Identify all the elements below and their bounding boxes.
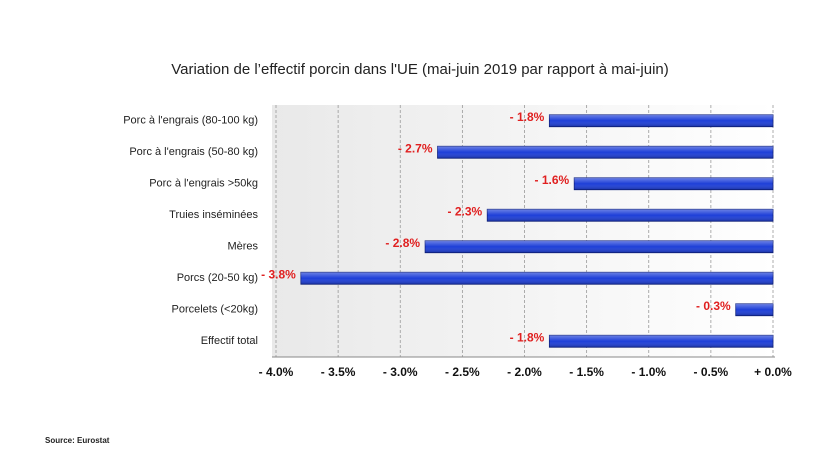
value-label: - 0.3% <box>696 299 731 313</box>
x-tick-label: - 1.0% <box>631 365 666 379</box>
value-label: - 1.8% <box>510 110 545 124</box>
x-tick-label: - 3.0% <box>383 365 418 379</box>
value-label: - 3.8% <box>261 267 296 281</box>
x-tick-label: - 2.0% <box>507 365 542 379</box>
value-label: - 1.8% <box>510 330 545 344</box>
bar-shade <box>549 335 773 348</box>
y-tick-label: Effectif total <box>201 335 258 347</box>
x-tick-label: - 4.0% <box>259 365 294 379</box>
bar-shade <box>549 114 773 127</box>
bar-shade <box>300 272 773 285</box>
y-tick-label: Porcelets (<20kg) <box>171 304 258 316</box>
x-tick-label: - 3.5% <box>321 365 356 379</box>
bar-shade <box>574 177 773 190</box>
bar-shade <box>425 240 773 253</box>
bar-shade <box>437 146 773 159</box>
source: Source: Eurostat <box>45 436 110 445</box>
bar-shade <box>735 303 773 316</box>
plot-area <box>272 105 775 357</box>
x-tick-label: - 0.5% <box>694 365 729 379</box>
bar-shade <box>487 209 773 222</box>
value-label: - 1.6% <box>535 173 570 187</box>
y-tick-label: Porc à l'engrais (80-100 kg) <box>123 115 258 127</box>
y-tick-label: Truies inséminées <box>169 209 258 221</box>
y-tick-label: Porcs (20-50 kg) <box>177 272 258 284</box>
y-tick-label: Porc à l'engrais >50kg <box>149 178 258 190</box>
x-tick-label: - 1.5% <box>569 365 604 379</box>
value-label: - 2.8% <box>385 236 420 250</box>
value-label: - 2.7% <box>398 141 433 155</box>
chart-title: Variation de l’effectif porcin dans l'UE… <box>171 61 669 78</box>
x-tick-label: - 2.5% <box>445 365 480 379</box>
value-label: - 2.3% <box>448 204 483 218</box>
x-tick-label: + 0.0% <box>754 365 792 379</box>
y-tick-label: Porc à l'engrais (50-80 kg) <box>129 146 258 158</box>
y-tick-label: Mères <box>227 241 258 253</box>
